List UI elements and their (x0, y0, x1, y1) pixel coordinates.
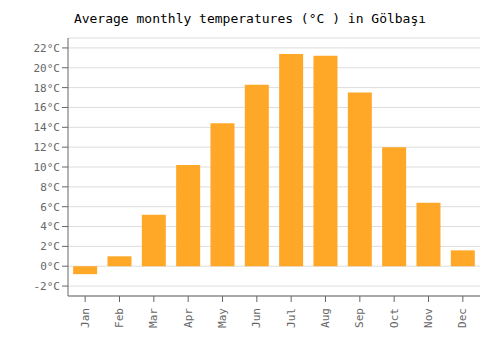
svg-text:20°C: 20°C (34, 62, 61, 75)
svg-text:Aug: Aug (319, 308, 332, 328)
svg-text:22°C: 22°C (34, 42, 61, 55)
svg-text:Dec: Dec (456, 308, 469, 328)
svg-text:-2°C: -2°C (34, 280, 61, 293)
svg-text:2°C: 2°C (40, 240, 60, 253)
svg-text:Oct: Oct (388, 308, 401, 328)
html-text:Average monthly temperatures (: Average monthly temperatures (°C ) in Gö… (73, 11, 427, 26)
svg-text:Jun: Jun (250, 308, 263, 328)
svg-text:Feb: Feb (113, 308, 126, 328)
svg-text:Nov: Nov (422, 308, 435, 328)
svg-text:16°C: 16°C (34, 101, 61, 114)
svg-text:10°C: 10°C (34, 161, 61, 174)
svg-text:Sep: Sep (353, 308, 366, 328)
svg-text:0°C: 0°C (40, 260, 60, 273)
svg-text:8°C: 8°C (40, 181, 60, 194)
svg-text:12°C: 12°C (34, 141, 61, 154)
svg-text:May: May (216, 308, 229, 328)
svg-text:14°C: 14°C (34, 121, 61, 134)
svg-text:Jan: Jan (79, 308, 92, 328)
svg-text:4°C: 4°C (40, 220, 60, 233)
svg-text:Apr: Apr (182, 308, 195, 328)
svg-text:6°C: 6°C (40, 201, 60, 214)
svg-text:Jul: Jul (285, 308, 298, 328)
svg-text:18°C: 18°C (34, 82, 61, 95)
svg-text:Mar: Mar (147, 308, 160, 328)
